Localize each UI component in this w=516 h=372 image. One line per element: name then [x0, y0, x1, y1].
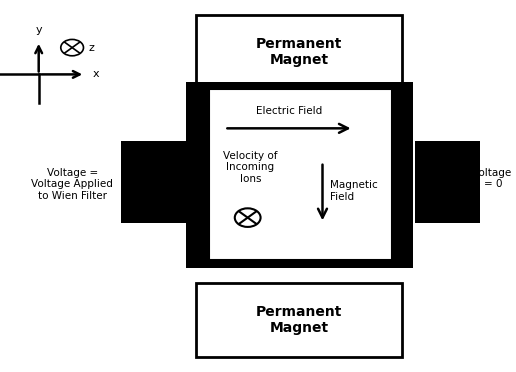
Text: Permanent
Magnet: Permanent Magnet	[256, 305, 343, 335]
Text: x: x	[93, 70, 100, 79]
Bar	[186, 82, 413, 268]
Text: Voltage
= 0: Voltage = 0	[473, 168, 512, 189]
Text: Velocity of
Incoming
Ions: Velocity of Incoming Ions	[223, 151, 278, 184]
Text: Electric Field: Electric Field	[256, 106, 322, 116]
Bar	[121, 141, 186, 223]
Text: Magnetic
Field: Magnetic Field	[330, 180, 378, 202]
Text: y: y	[36, 25, 42, 35]
Text: z: z	[89, 43, 94, 52]
Bar	[196, 283, 402, 357]
Text: Voltage =
Voltage Applied
to Wien Filter: Voltage = Voltage Applied to Wien Filter	[31, 167, 113, 201]
Bar	[209, 89, 392, 260]
Bar	[415, 141, 480, 223]
Text: Permanent
Magnet: Permanent Magnet	[256, 37, 343, 67]
Circle shape	[235, 208, 261, 227]
Bar	[196, 15, 402, 89]
Circle shape	[61, 39, 84, 56]
